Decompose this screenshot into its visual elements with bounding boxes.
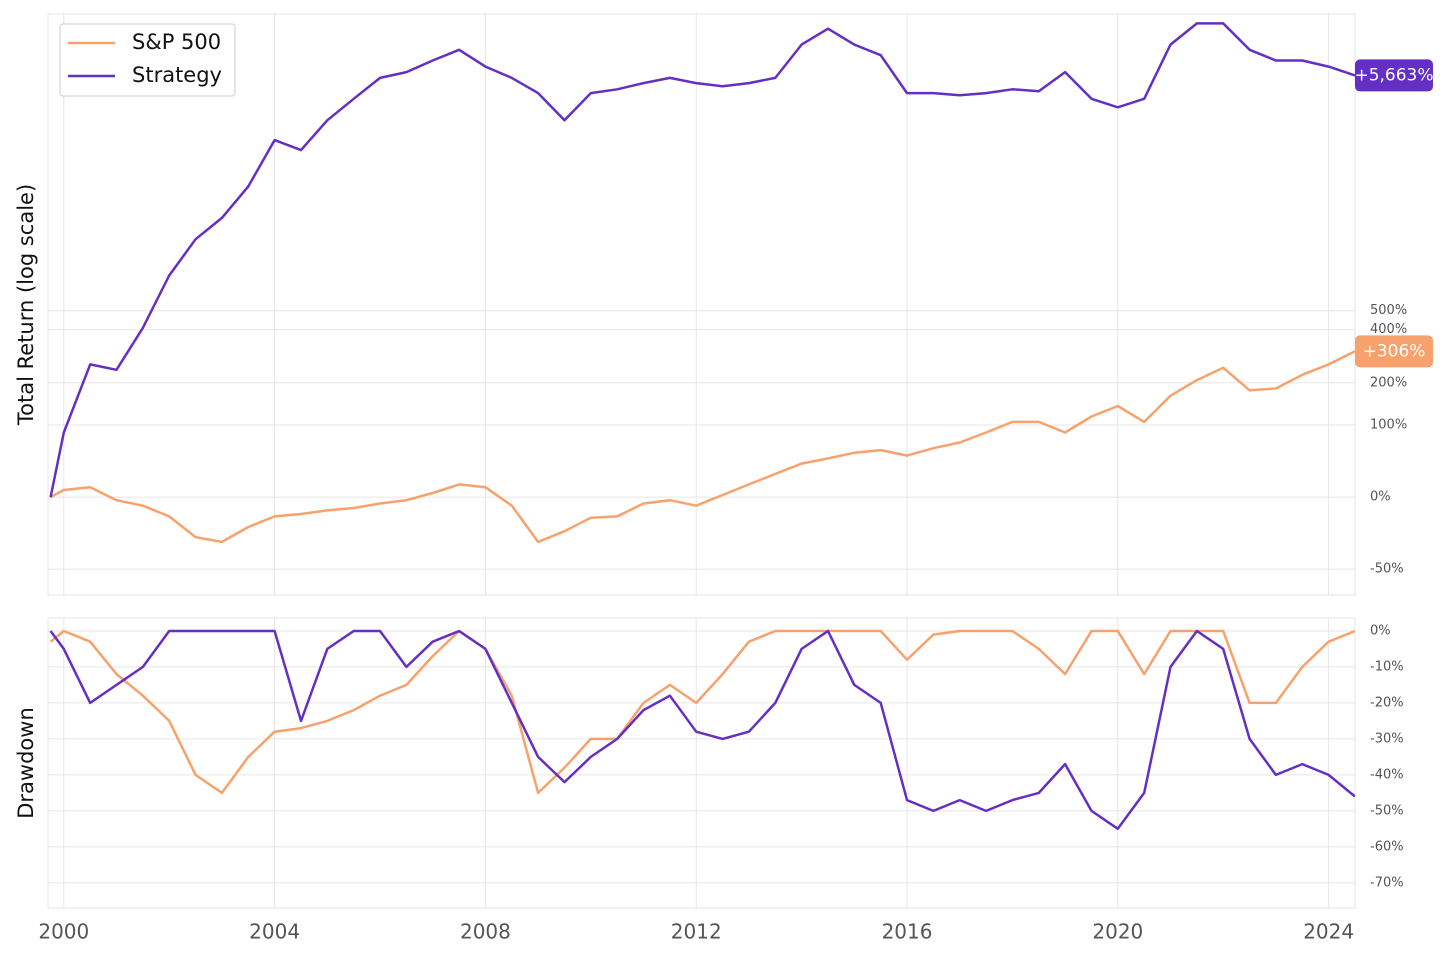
y-tick-label: 100% bbox=[1370, 417, 1407, 432]
end-label: +306% bbox=[1363, 341, 1426, 361]
panel-frame bbox=[47, 13, 1356, 596]
y-tick-label: 500% bbox=[1370, 303, 1407, 318]
y-tick-label: -10% bbox=[1370, 659, 1404, 674]
y-tick-label: -60% bbox=[1370, 839, 1404, 854]
panel-frame bbox=[47, 617, 1356, 909]
y-axis-label: Drawdown bbox=[14, 707, 38, 819]
y-tick-label: -40% bbox=[1370, 767, 1404, 782]
x-tick-label: 2016 bbox=[882, 920, 933, 944]
x-tick-label: 2024 bbox=[1303, 920, 1354, 944]
legend-label: S&P 500 bbox=[132, 30, 221, 54]
x-tick-label: 2008 bbox=[460, 920, 511, 944]
y-tick-label: 0% bbox=[1370, 490, 1391, 505]
y-tick-label: 400% bbox=[1370, 322, 1407, 337]
y-tick-label: 0% bbox=[1370, 623, 1391, 638]
series-line bbox=[49, 22, 1355, 498]
end-label-box bbox=[1355, 335, 1433, 368]
series-line bbox=[49, 629, 1355, 831]
x-tick-label: 2012 bbox=[671, 920, 722, 944]
end-label: +5,663% bbox=[1354, 65, 1433, 85]
legend-label: Strategy bbox=[132, 63, 222, 87]
x-tick-label: 2004 bbox=[249, 920, 300, 944]
y-tick-label: -70% bbox=[1370, 875, 1404, 890]
y-axis-label: Total Return (log scale) bbox=[14, 184, 38, 426]
series-line bbox=[50, 350, 1355, 544]
x-tick-label: 2000 bbox=[38, 920, 89, 944]
y-tick-label: -20% bbox=[1370, 695, 1404, 710]
series-line bbox=[49, 629, 1355, 795]
x-tick-label: 2020 bbox=[1092, 920, 1143, 944]
end-label-box bbox=[1355, 59, 1433, 92]
y-tick-label: -30% bbox=[1370, 731, 1404, 746]
y-tick-label: -50% bbox=[1370, 803, 1404, 818]
y-tick-label: 200% bbox=[1370, 375, 1407, 390]
y-tick-label: -50% bbox=[1370, 562, 1404, 577]
